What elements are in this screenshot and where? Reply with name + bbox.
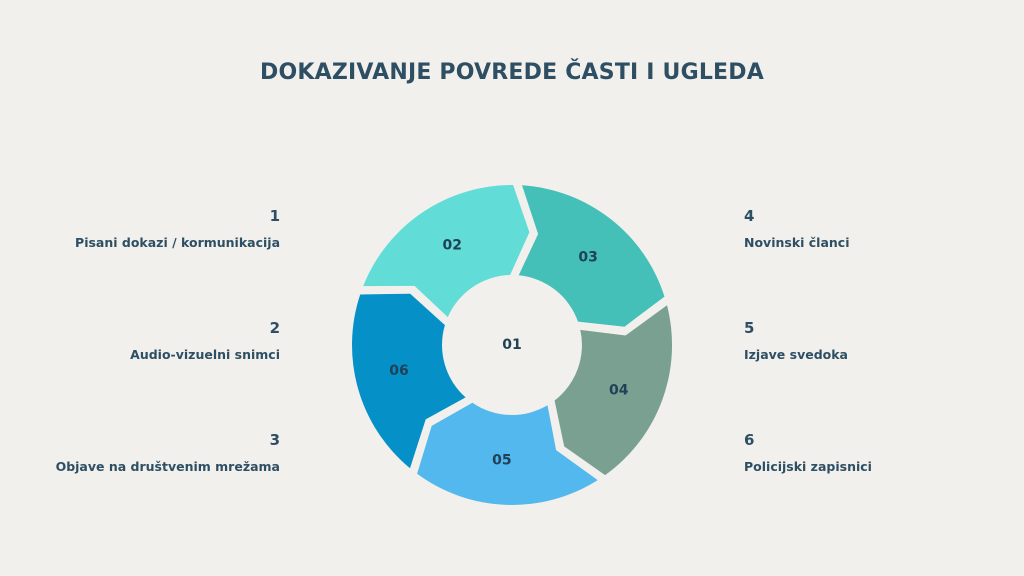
legend-label: Izjave svedoka bbox=[744, 347, 848, 362]
legend-number: 3 bbox=[269, 431, 280, 449]
cycle-segments: 02 03 04 05 06 bbox=[352, 184, 673, 505]
legend-label: Objave na društvenim mrežama bbox=[55, 459, 280, 474]
legend-item-4: 4 Novinski članci bbox=[744, 207, 850, 251]
cycle-segment-02 bbox=[363, 184, 530, 318]
legend-number: 4 bbox=[744, 207, 755, 225]
legend-item-2: 2 Audio-vizuelni snimci bbox=[130, 319, 280, 363]
legend-label: Policijski zapisnici bbox=[744, 459, 872, 474]
cycle-segment-05 bbox=[417, 402, 598, 505]
legend-item-3: 3 Objave na društvenim mrežama bbox=[56, 431, 280, 475]
cycle-segment-03 bbox=[518, 185, 665, 327]
segment-label-05: 05 bbox=[492, 453, 511, 469]
legend-number: 2 bbox=[269, 319, 280, 337]
legend-item-6: 6 Policijski zapisnici bbox=[744, 431, 872, 475]
segment-label-03: 03 bbox=[578, 250, 597, 266]
legend-number: 5 bbox=[744, 319, 755, 337]
legend-number: 1 bbox=[269, 207, 280, 225]
page-title: DOKAZIVANJE POVREDE ČASTI I UGLEDA bbox=[260, 60, 764, 85]
legend-item-1: 1 Pisani dokazi / kormunikacija bbox=[75, 207, 280, 251]
cycle-segment-04 bbox=[554, 305, 673, 476]
legend-label: Audio-vizuelni snimci bbox=[130, 347, 280, 362]
segment-label-06: 06 bbox=[389, 363, 408, 379]
legend-label: Pisani dokazi / kormunikacija bbox=[75, 235, 280, 250]
center-label: 01 bbox=[502, 337, 521, 353]
legend-label: Novinski članci bbox=[744, 235, 850, 250]
legend-number: 6 bbox=[744, 431, 755, 449]
segment-label-02: 02 bbox=[443, 238, 462, 254]
segment-label-04: 04 bbox=[609, 382, 629, 398]
legend-item-5: 5 Izjave svedoka bbox=[744, 319, 848, 363]
cycle-segment-06 bbox=[352, 293, 466, 469]
